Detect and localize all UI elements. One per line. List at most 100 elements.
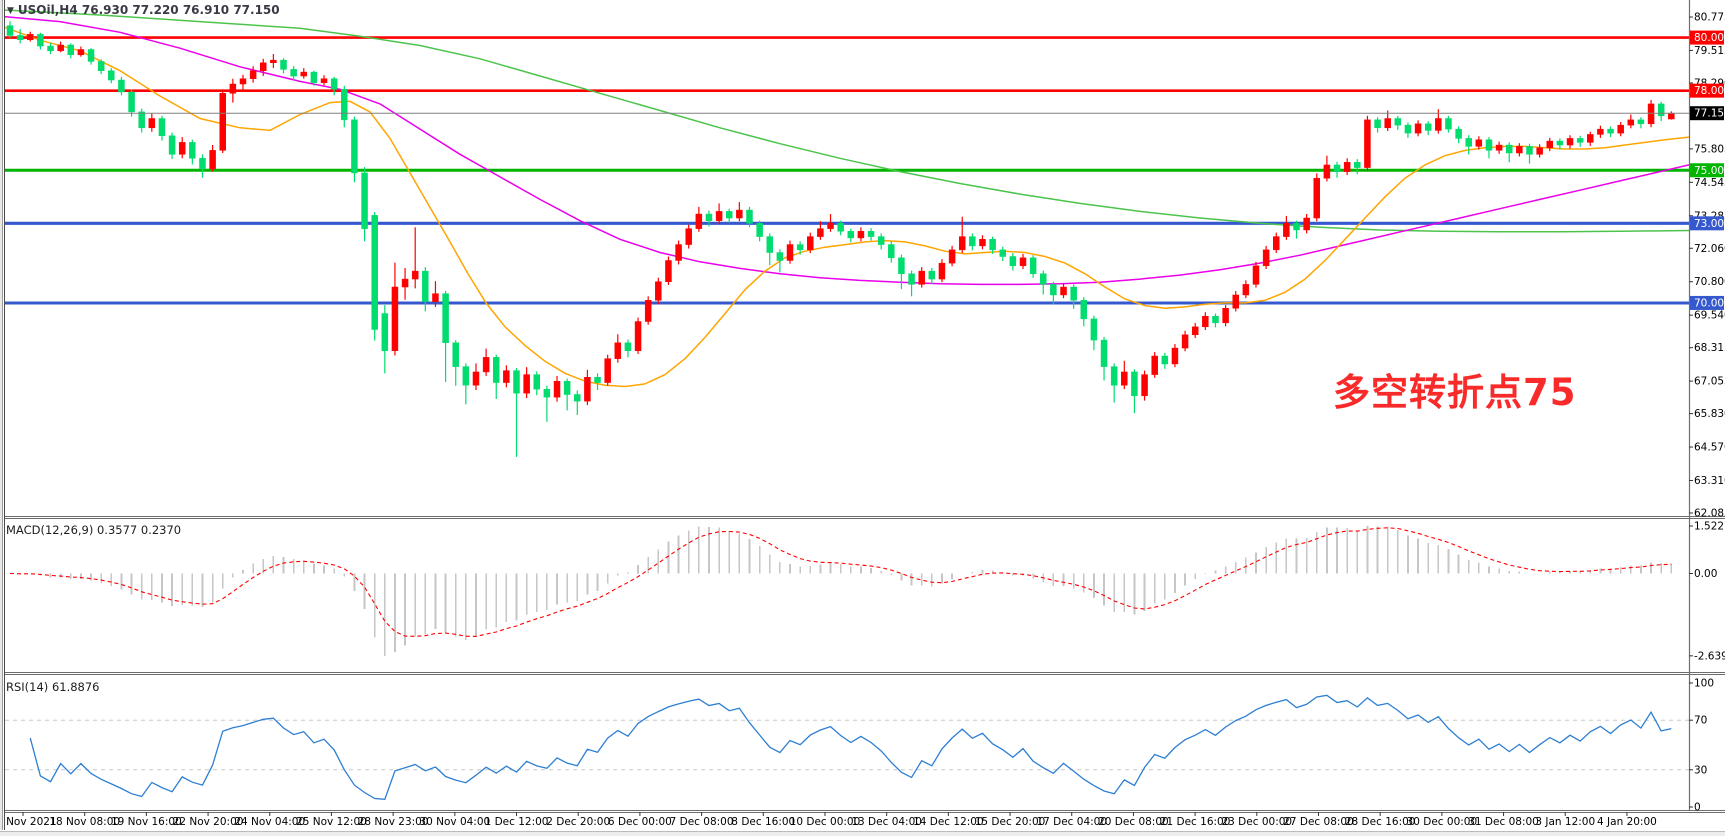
candle-body <box>877 236 885 245</box>
candle-body <box>1070 286 1077 301</box>
candle-body <box>1151 355 1158 375</box>
candle-body <box>1040 273 1047 285</box>
candle-body <box>543 388 551 398</box>
time-tick-label: 15 Dec 20:00 <box>975 816 1046 828</box>
candle-body <box>614 342 622 359</box>
candle-body <box>1181 334 1189 349</box>
candle-body <box>1414 123 1422 134</box>
candle-body <box>665 260 672 282</box>
price-tick-label: 67.055 <box>1694 376 1725 388</box>
candle-body <box>1293 223 1300 231</box>
price-badge <box>1690 295 1724 310</box>
candle-body <box>503 370 510 383</box>
text-annotation[interactable]: 多空转折点75 <box>1333 371 1577 414</box>
candle-body <box>87 49 95 62</box>
candle-body <box>584 377 591 402</box>
candle-body <box>867 231 875 237</box>
ma-fast-orange <box>0 24 1690 388</box>
candle-body <box>168 135 176 155</box>
candle-body <box>77 49 85 56</box>
time-tick-label: 25 Nov 12:00 <box>296 816 367 828</box>
price-tick-label: 79.515 <box>1694 45 1725 57</box>
candle-body <box>1121 371 1128 386</box>
candle-body <box>249 70 257 79</box>
price-badge-label: 75.000 <box>1694 165 1725 177</box>
candle-body <box>1364 119 1371 168</box>
candle-body <box>1171 347 1179 365</box>
candle-body <box>796 244 804 251</box>
candle-body <box>189 142 196 159</box>
price-tick-label: 64.570 <box>1694 442 1725 454</box>
candle-body <box>1404 124 1412 134</box>
macd-tick-label: -2.6392 <box>1694 650 1725 662</box>
candle-body <box>1009 256 1017 267</box>
time-tick-label: 20 Dec 08:00 <box>1098 816 1169 828</box>
candle-body <box>1637 119 1645 125</box>
candle-body <box>1627 119 1635 126</box>
candle-body <box>219 93 226 151</box>
symbol-dropdown-icon[interactable]: ▼ <box>7 6 14 16</box>
price-tick-label: 69.540 <box>1694 310 1725 322</box>
price-badge-label: 77.150 <box>1694 108 1725 120</box>
candle-body <box>715 211 723 221</box>
candle-body <box>442 293 449 344</box>
candle-body <box>138 111 145 129</box>
candle-body <box>655 281 662 301</box>
candle-body <box>1242 284 1250 296</box>
candle-body <box>1587 134 1594 143</box>
time-tick-label: 7 Dec 08:00 <box>670 816 734 828</box>
price-badge <box>1690 163 1724 178</box>
candle-body <box>411 270 419 280</box>
time-tick-label: 31 Dec 08:00 <box>1468 816 1539 828</box>
candle-body <box>1019 257 1027 267</box>
candle-body <box>381 313 389 351</box>
rsi-line <box>29 694 1672 800</box>
candle-body <box>1273 236 1280 251</box>
time-tick-label: 4 Jan 20:00 <box>1597 816 1657 828</box>
candle-body <box>361 172 368 229</box>
candle-body <box>1202 315 1209 328</box>
candle-body <box>320 78 328 83</box>
price-badge-label: 73.000 <box>1694 218 1725 230</box>
candle-body <box>57 44 64 52</box>
candle-body <box>280 59 287 70</box>
candle-body <box>330 78 338 90</box>
price-tick-label: 62.085 <box>1694 507 1725 519</box>
time-tick-label: 14 Dec 12:00 <box>913 816 984 828</box>
candle-body <box>594 377 601 383</box>
candle-body <box>1546 140 1554 148</box>
candle-body <box>958 236 966 251</box>
candle-body <box>1485 139 1493 151</box>
candle-body <box>1333 164 1341 172</box>
ma-mid-magenta <box>0 15 1690 286</box>
candle-body <box>1556 140 1564 146</box>
macd-tick-label: 1.5227 <box>1694 520 1725 532</box>
candle-body <box>685 228 692 245</box>
time-tick-label: 8 Dec 16:00 <box>731 816 795 828</box>
time-tick-label: 30 Dec 00:00 <box>1407 816 1478 828</box>
candle-body <box>1161 355 1169 365</box>
candle-body <box>300 71 308 77</box>
candle-body <box>928 270 936 280</box>
candle-body <box>422 270 429 302</box>
candle-body <box>1647 103 1655 125</box>
candle-body <box>827 223 834 229</box>
candle-body <box>837 223 844 232</box>
candle-body <box>695 213 703 229</box>
candle-body <box>533 374 541 390</box>
time-tick-label: 28 Dec 16:00 <box>1345 816 1416 828</box>
candle-body <box>989 239 996 251</box>
symbol-title: ▼ USOil,H4 76.930 77.220 76.910 77.150 <box>7 3 280 17</box>
candle-body <box>523 374 530 394</box>
candle-body <box>604 358 611 383</box>
time-tick-label: 17 Nov 2021 <box>0 816 57 828</box>
price-badge <box>1690 106 1724 121</box>
candle-body <box>47 45 54 52</box>
price-badge <box>1690 216 1724 231</box>
candle-body <box>1475 139 1483 147</box>
candle-body <box>1222 308 1229 324</box>
candle-body <box>462 366 470 386</box>
candle-body <box>472 371 480 386</box>
price-badge <box>1690 30 1724 45</box>
